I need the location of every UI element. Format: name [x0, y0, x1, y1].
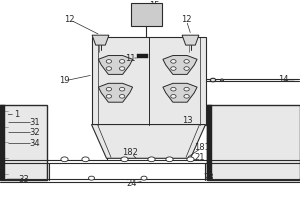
Polygon shape — [92, 37, 206, 125]
Circle shape — [121, 157, 128, 162]
Text: 23: 23 — [203, 173, 214, 182]
Text: 1: 1 — [14, 110, 19, 119]
Polygon shape — [182, 35, 199, 45]
Circle shape — [184, 87, 189, 91]
Circle shape — [106, 87, 112, 91]
Polygon shape — [163, 56, 197, 74]
Text: 21: 21 — [194, 153, 205, 162]
Circle shape — [119, 95, 125, 98]
Circle shape — [106, 67, 112, 70]
Bar — [136, 54, 148, 58]
Text: 181: 181 — [195, 143, 210, 152]
Bar — [207, 105, 212, 180]
Polygon shape — [92, 35, 109, 45]
Polygon shape — [98, 56, 133, 74]
Text: 32: 32 — [29, 128, 40, 137]
Circle shape — [119, 87, 125, 91]
Polygon shape — [92, 125, 206, 158]
Bar — [0, 105, 5, 180]
Circle shape — [171, 95, 176, 98]
Text: 34: 34 — [29, 139, 40, 148]
Circle shape — [148, 157, 155, 162]
Circle shape — [166, 157, 173, 162]
Bar — [0, 105, 46, 180]
Polygon shape — [98, 83, 133, 102]
Text: 19: 19 — [59, 76, 70, 85]
Text: 15: 15 — [149, 1, 160, 10]
Bar — [130, 3, 162, 26]
Circle shape — [171, 67, 176, 70]
Circle shape — [61, 157, 68, 162]
Circle shape — [141, 176, 147, 180]
Text: 31: 31 — [29, 118, 40, 127]
Circle shape — [106, 95, 112, 98]
Circle shape — [184, 60, 189, 63]
Polygon shape — [163, 83, 197, 102]
Text: 12: 12 — [181, 15, 191, 24]
Circle shape — [184, 95, 189, 98]
Circle shape — [184, 67, 189, 70]
Text: 14: 14 — [278, 75, 289, 84]
Circle shape — [171, 87, 176, 91]
Text: 33: 33 — [19, 175, 29, 184]
Bar — [207, 105, 300, 180]
Circle shape — [187, 157, 194, 162]
Circle shape — [119, 67, 125, 70]
Circle shape — [210, 78, 216, 82]
Text: 182: 182 — [123, 148, 138, 157]
Circle shape — [106, 60, 112, 63]
Circle shape — [88, 176, 94, 180]
Text: 11: 11 — [125, 54, 136, 63]
Text: 24: 24 — [127, 179, 137, 188]
Circle shape — [82, 157, 89, 162]
Text: 12: 12 — [64, 15, 74, 24]
Circle shape — [220, 79, 224, 81]
Circle shape — [119, 60, 125, 63]
Text: 13: 13 — [182, 116, 193, 125]
Circle shape — [171, 60, 176, 63]
